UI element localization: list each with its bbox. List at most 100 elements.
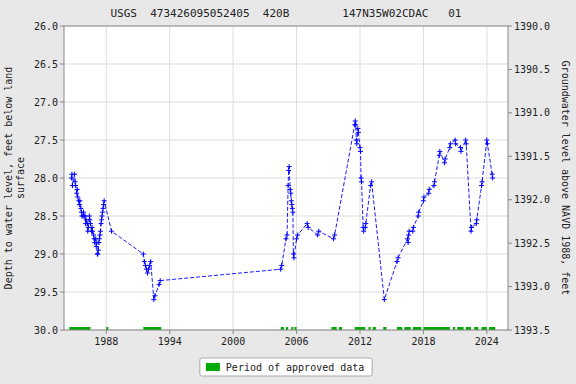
marker — [285, 233, 290, 238]
marker — [288, 191, 293, 196]
tick-label-y: 27.5 — [34, 135, 58, 146]
marker — [356, 130, 361, 135]
marker — [474, 221, 479, 226]
marker — [290, 210, 295, 215]
marker — [90, 225, 95, 230]
marker — [73, 179, 78, 184]
marker — [396, 255, 401, 260]
marker — [148, 259, 153, 264]
marker — [290, 206, 295, 211]
marker — [288, 187, 293, 192]
marker — [306, 225, 311, 230]
marker — [74, 191, 79, 196]
marker — [97, 233, 102, 238]
tick-y — [60, 254, 64, 255]
tick-x — [169, 330, 170, 334]
marker — [75, 187, 80, 192]
marker — [142, 259, 147, 264]
marker — [354, 138, 359, 143]
marker — [416, 210, 421, 215]
marker — [147, 263, 152, 268]
y-axis-label-line: surface — [15, 157, 26, 199]
marker — [151, 297, 156, 302]
marker — [77, 198, 82, 203]
tick-y — [60, 178, 64, 179]
marker — [146, 267, 151, 272]
marker — [443, 157, 448, 162]
tick-y2 — [508, 286, 512, 287]
tick-y2 — [508, 69, 512, 70]
line — [71, 121, 492, 300]
marker — [141, 252, 146, 257]
marker — [102, 198, 107, 203]
grid-line-y — [64, 140, 508, 141]
marker — [305, 221, 310, 226]
marker — [464, 141, 469, 146]
tick-y2 — [508, 26, 512, 27]
marker — [100, 214, 105, 219]
marker — [411, 225, 416, 230]
legend-swatch — [206, 363, 220, 371]
marker — [359, 179, 364, 184]
frame — [64, 26, 508, 330]
marker — [458, 149, 463, 154]
marker — [157, 282, 162, 287]
marker — [406, 240, 411, 245]
tick-x — [233, 330, 234, 334]
marker — [453, 138, 458, 143]
marker — [447, 145, 452, 150]
tick-label-y: 27.0 — [34, 97, 58, 108]
grid-line-y — [64, 216, 508, 217]
tick-label-x: 1994 — [158, 336, 182, 347]
marker — [87, 217, 92, 222]
marker — [463, 138, 468, 143]
tick-label-y: 30.0 — [34, 325, 58, 336]
marker — [448, 141, 453, 146]
grid-line-y — [64, 64, 508, 65]
marker — [287, 164, 292, 169]
marker — [100, 210, 105, 215]
marker — [437, 149, 442, 154]
marker — [490, 172, 495, 177]
grid-line-y — [64, 254, 508, 255]
tick-label-y2: 1393.0 — [514, 281, 550, 292]
marker — [358, 149, 363, 154]
tick-label-x: 1988 — [94, 336, 118, 347]
marker — [426, 191, 431, 196]
marker — [437, 153, 442, 158]
marker — [442, 160, 447, 165]
marker — [382, 297, 387, 302]
background — [0, 0, 576, 384]
marker — [355, 126, 360, 131]
marker — [69, 176, 74, 181]
marks — [69, 119, 495, 331]
tick-label-y2: 1393.5 — [514, 325, 550, 336]
marker — [353, 119, 358, 124]
tick-y2 — [508, 112, 512, 113]
axes: 198819942000200620122018202426.026.527.0… — [34, 21, 550, 348]
marker — [291, 255, 296, 260]
marker — [286, 168, 291, 173]
tick-x — [486, 330, 487, 334]
marker — [453, 141, 458, 146]
legend-label: Period of approved data — [226, 362, 364, 373]
marker — [359, 176, 364, 181]
tick-y — [60, 216, 64, 217]
tick-label-y: 26.0 — [34, 21, 58, 32]
marker — [78, 206, 83, 211]
tick-label-x: 2024 — [475, 336, 499, 347]
marker — [369, 179, 374, 184]
marker — [295, 233, 300, 238]
marker — [279, 263, 284, 268]
marker — [395, 259, 400, 264]
chart: 198819942000200620122018202426.026.527.0… — [0, 0, 576, 384]
marker — [96, 240, 101, 245]
marker — [416, 214, 421, 219]
marker — [101, 206, 106, 211]
plot-area — [64, 26, 508, 330]
marker — [427, 187, 432, 192]
marker — [99, 217, 104, 222]
marker — [284, 236, 289, 241]
marker — [485, 141, 490, 146]
marker — [432, 179, 437, 184]
